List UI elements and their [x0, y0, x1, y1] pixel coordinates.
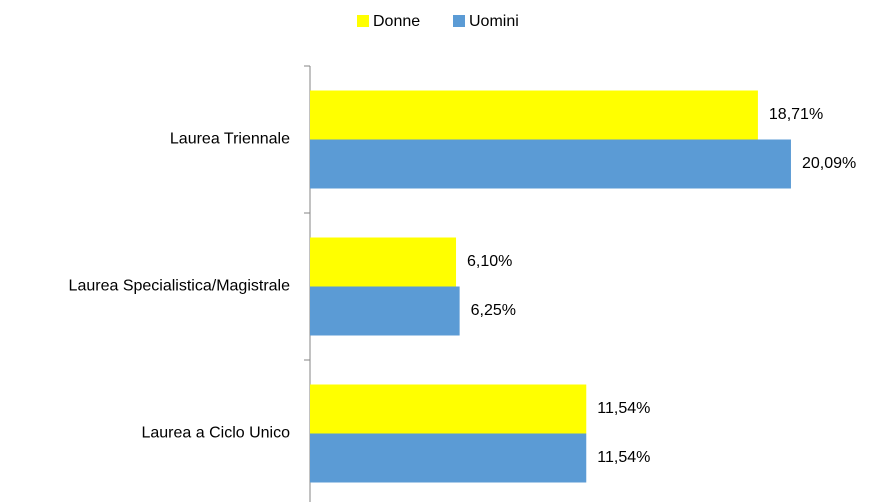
bar [310, 237, 457, 287]
category-label: Laurea Triennale [170, 131, 290, 148]
category-label: Laurea Specialistica/Magistrale [69, 278, 291, 295]
bar [310, 286, 460, 336]
bar [310, 139, 791, 189]
value-label: 11,54% [597, 449, 650, 466]
category-label: Laurea a Ciclo Unico [141, 425, 290, 442]
legend-label: Uomini [469, 13, 519, 30]
value-label: 20,09% [802, 155, 856, 172]
bar [310, 384, 587, 434]
bar [310, 433, 587, 483]
value-label: 18,71% [769, 106, 823, 123]
legend-swatch [453, 15, 465, 27]
legend-swatch [357, 15, 369, 27]
bar [310, 90, 758, 140]
value-label: 6,10% [467, 253, 512, 270]
value-label: 6,25% [471, 302, 516, 319]
value-label: 11,54% [597, 400, 650, 417]
legend-label: Donne [373, 13, 420, 30]
